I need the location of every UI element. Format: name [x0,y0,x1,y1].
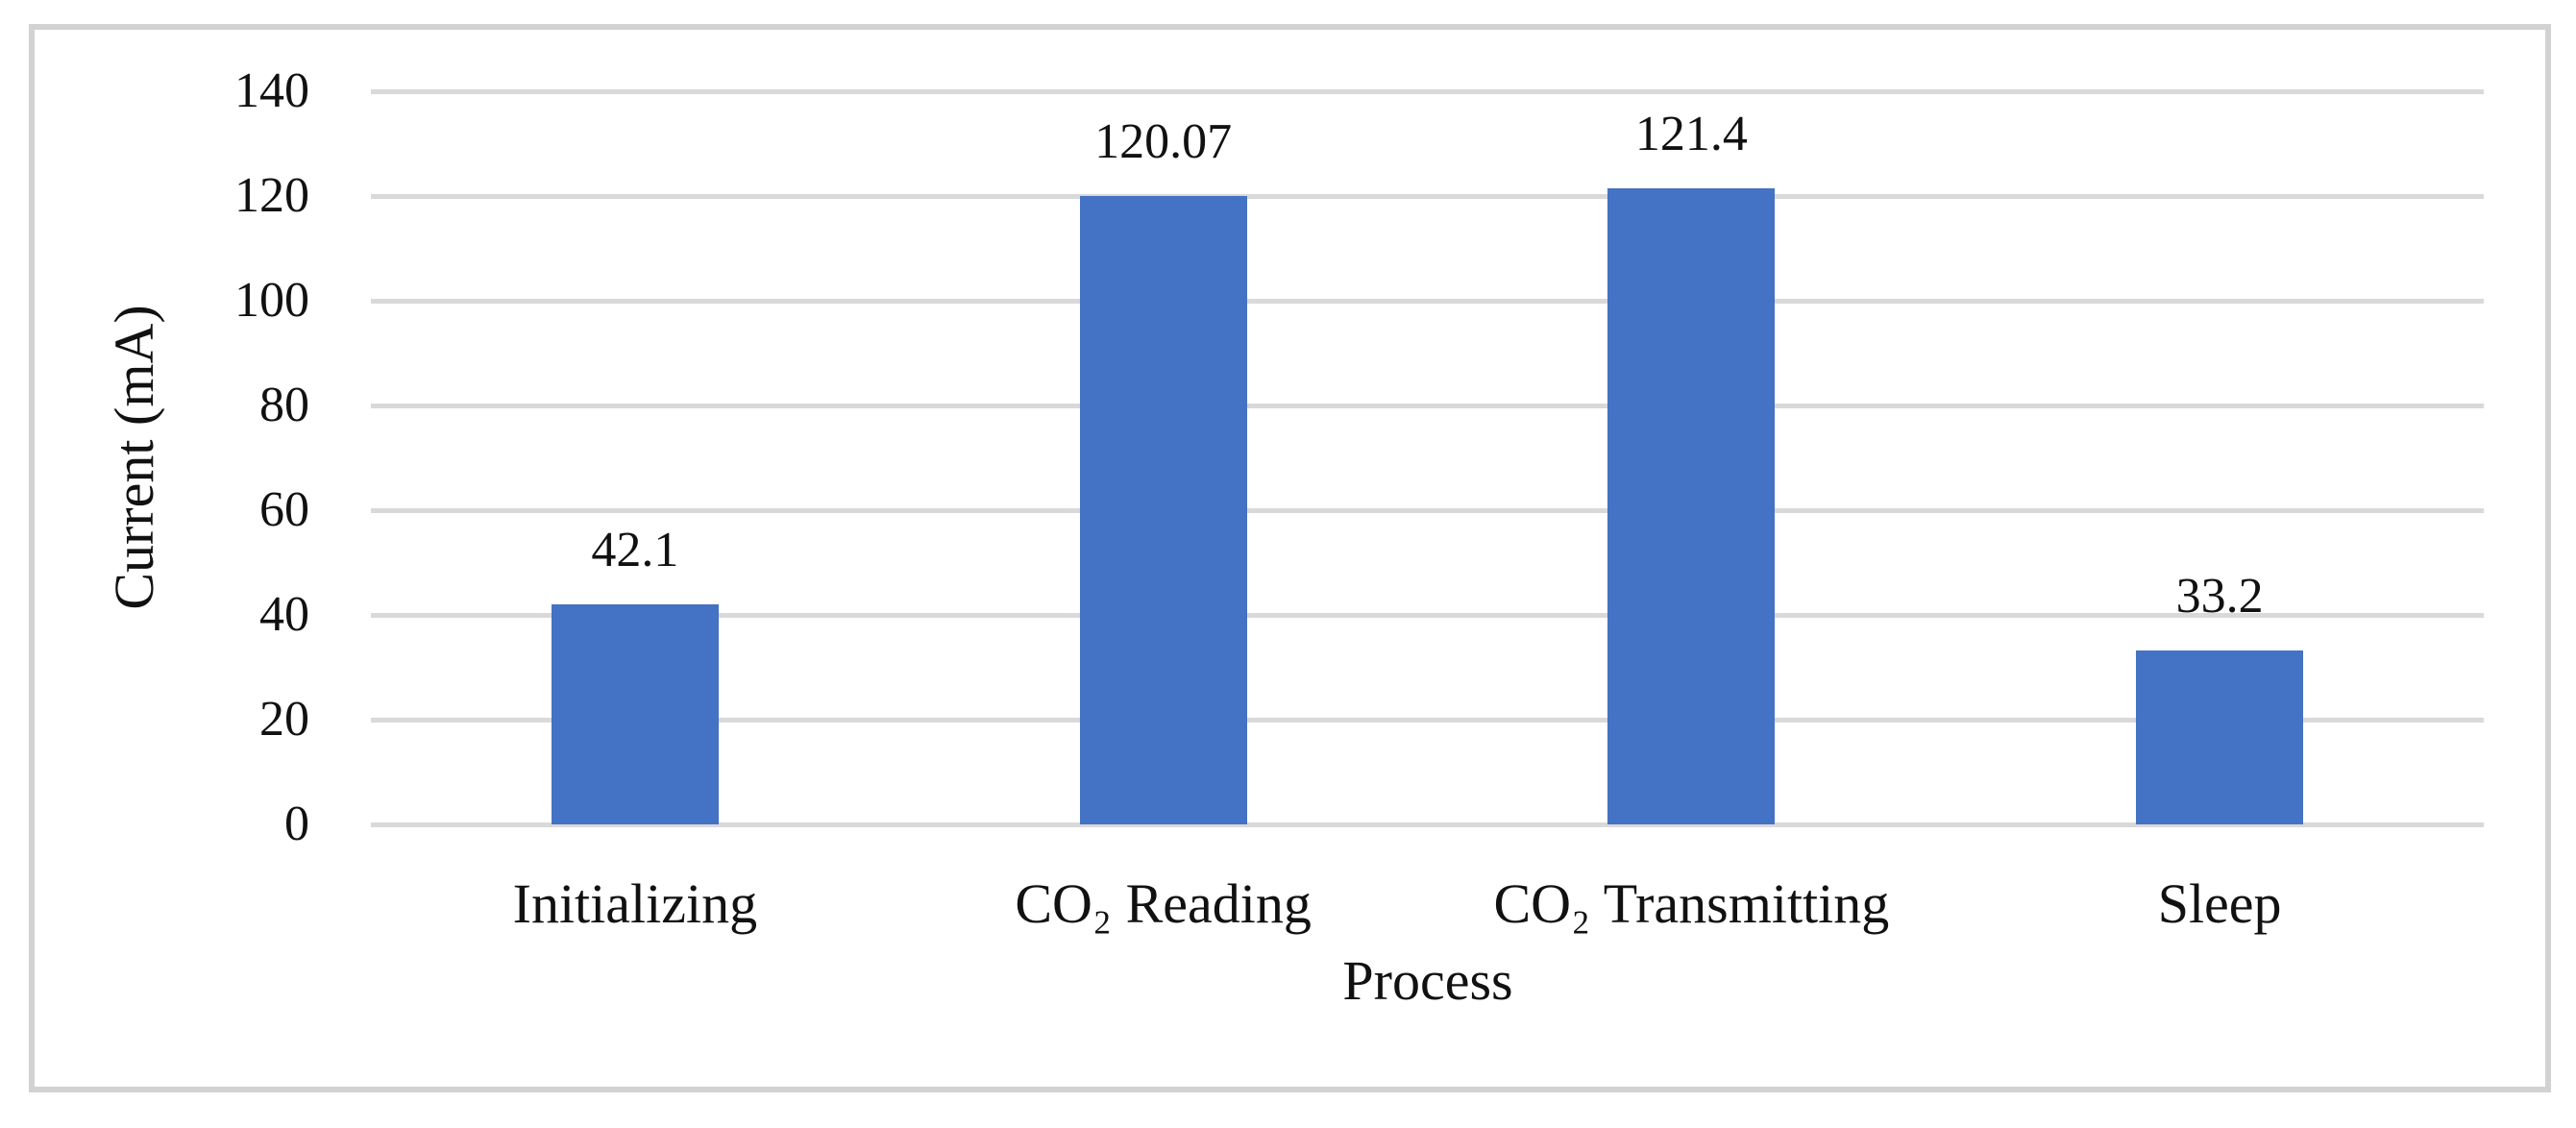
x-category-label: Initializing [512,872,758,935]
x-axis-title: Process [1342,949,1513,1012]
gridline [371,718,2484,723]
gridline [371,194,2484,199]
bar-value-label: 42.1 [591,522,679,577]
bar-value-label: 121.4 [1634,107,1748,162]
bar-value-label: 120.07 [1094,113,1233,169]
y-tick-label: 120 [234,168,309,223]
y-tick-label: 40 [259,587,309,642]
y-tick-label: 100 [234,273,309,328]
y-tick-label: 60 [259,482,309,537]
bar [551,603,719,824]
bar [1079,195,1247,824]
gridline [371,508,2484,513]
bar [2136,650,2304,824]
x-category-label: CO₂ Transmitting [1493,872,1890,935]
gridline [371,404,2484,408]
chart-frame [29,24,2551,1092]
x-category-label: CO₂ Reading [1015,872,1312,935]
gridline [371,822,2484,827]
y-tick-label: 0 [284,797,309,851]
bar-value-label: 33.2 [2175,569,2264,625]
y-tick-label: 140 [234,63,309,118]
bar [1607,188,1776,824]
gridline [371,299,2484,304]
x-category-label: Sleep [2157,872,2282,935]
y-tick-label: 20 [259,692,309,747]
y-tick-label: 80 [259,378,309,432]
gridline [371,89,2484,94]
gridline [371,613,2484,618]
